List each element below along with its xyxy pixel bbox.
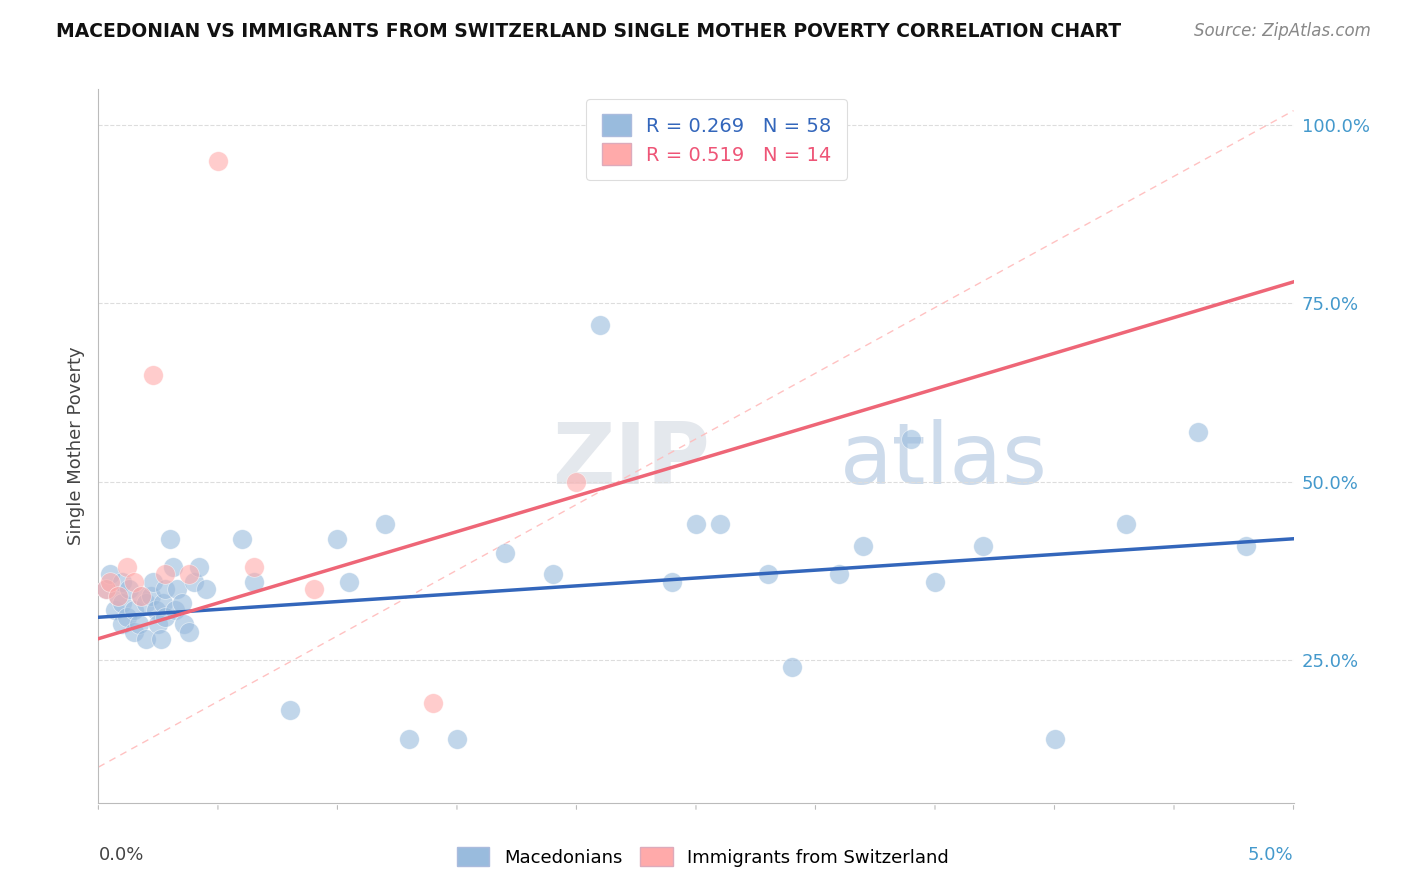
Text: 0.0%: 0.0%	[98, 846, 143, 863]
Point	[115, 610, 138, 624]
Point	[398, 731, 420, 746]
Point	[163, 603, 186, 617]
Point	[661, 574, 683, 589]
Point	[1187, 425, 1209, 439]
Point	[104, 603, 127, 617]
Legend: Macedonians, Immigrants from Switzerland: Macedonians, Immigrants from Switzerland	[450, 840, 956, 874]
Point	[124, 603, 146, 617]
Point	[709, 517, 731, 532]
Point	[541, 567, 564, 582]
Point	[972, 539, 994, 553]
Point	[422, 696, 444, 710]
Point	[685, 517, 707, 532]
Point	[155, 582, 177, 596]
Point	[94, 582, 117, 596]
Point	[111, 574, 134, 589]
Point	[135, 632, 157, 646]
Point	[128, 617, 150, 632]
Point	[195, 582, 218, 596]
Point	[339, 574, 361, 589]
Point	[243, 574, 266, 589]
Point	[1115, 517, 1137, 532]
Point	[142, 368, 165, 382]
Point	[131, 589, 153, 603]
Point	[166, 582, 188, 596]
Point	[374, 517, 396, 532]
Point	[780, 660, 803, 674]
Point	[924, 574, 946, 589]
Point	[107, 589, 129, 603]
Point	[159, 532, 181, 546]
Point	[302, 582, 325, 596]
Point	[828, 567, 851, 582]
Text: 5.0%: 5.0%	[1249, 846, 1294, 863]
Point	[446, 731, 468, 746]
Point	[243, 560, 266, 574]
Point	[142, 574, 165, 589]
Point	[1043, 731, 1066, 746]
Point	[124, 574, 146, 589]
Point	[139, 589, 162, 603]
Point	[107, 589, 129, 603]
Point	[145, 603, 167, 617]
Point	[115, 560, 138, 574]
Point	[162, 560, 184, 574]
Point	[94, 582, 117, 596]
Point	[565, 475, 588, 489]
Point	[155, 610, 177, 624]
Point	[172, 596, 194, 610]
Point	[494, 546, 516, 560]
Point	[179, 567, 201, 582]
Point	[900, 432, 922, 446]
Point	[118, 582, 141, 596]
Point	[124, 624, 146, 639]
Legend: R = 0.269   N = 58, R = 0.519   N = 14: R = 0.269 N = 58, R = 0.519 N = 14	[586, 99, 848, 180]
Point	[852, 539, 875, 553]
Point	[326, 532, 349, 546]
Text: atlas: atlas	[839, 418, 1047, 502]
Point	[111, 596, 134, 610]
Point	[148, 617, 170, 632]
Point	[207, 153, 229, 168]
Point	[152, 596, 174, 610]
Text: ZIP: ZIP	[553, 418, 710, 502]
Point	[111, 617, 134, 632]
Text: Source: ZipAtlas.com: Source: ZipAtlas.com	[1194, 22, 1371, 40]
Point	[589, 318, 612, 332]
Point	[183, 574, 205, 589]
Point	[756, 567, 779, 582]
Point	[179, 624, 201, 639]
Point	[98, 567, 122, 582]
Y-axis label: Single Mother Poverty: Single Mother Poverty	[66, 347, 84, 545]
Point	[278, 703, 301, 717]
Point	[187, 560, 209, 574]
Point	[231, 532, 253, 546]
Point	[1234, 539, 1257, 553]
Text: MACEDONIAN VS IMMIGRANTS FROM SWITZERLAND SINGLE MOTHER POVERTY CORRELATION CHAR: MACEDONIAN VS IMMIGRANTS FROM SWITZERLAN…	[56, 22, 1122, 41]
Point	[98, 574, 122, 589]
Point	[135, 596, 157, 610]
Point	[155, 567, 177, 582]
Point	[131, 589, 153, 603]
Point	[173, 617, 195, 632]
Point	[149, 632, 172, 646]
